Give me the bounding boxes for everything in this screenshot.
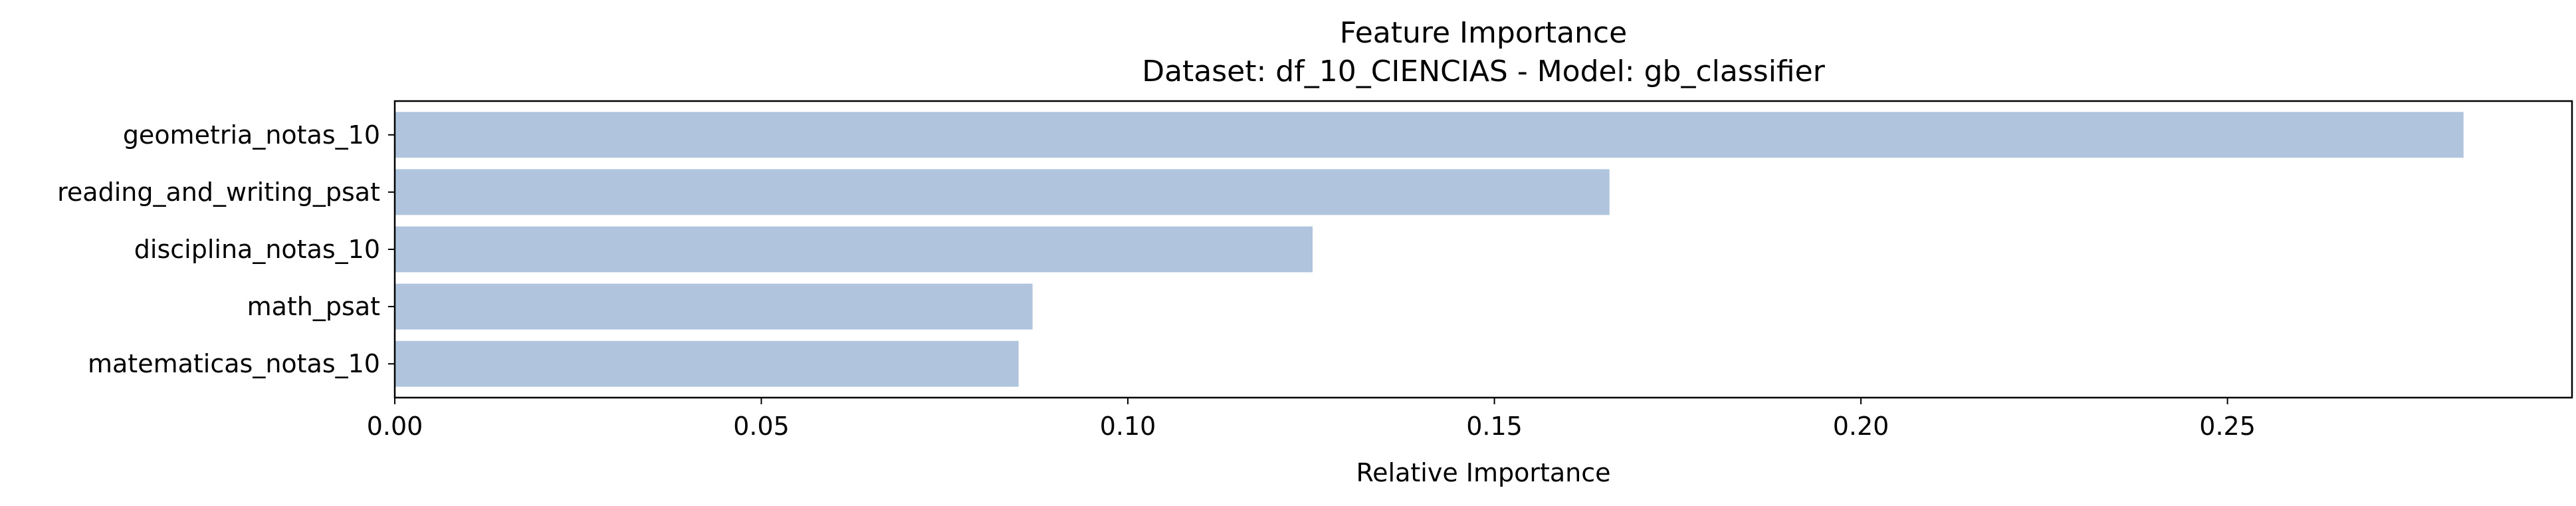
plot-frame: [393, 100, 2573, 399]
bar-disciplina_notas_10: [395, 226, 1313, 273]
bars-group: [395, 112, 2464, 387]
y-tick-labels: geometria_notas_10 reading_and_writing_ps…: [57, 120, 395, 378]
bar-math_psat: [395, 283, 1033, 330]
x-tick-label: 0.25: [2199, 412, 2256, 441]
y-tick-label: reading_and_writing_psat: [57, 178, 380, 207]
x-tick-label: 0.15: [1466, 412, 1523, 441]
x-tick-label: 0.10: [1100, 412, 1156, 441]
y-tick-label: matematicas_notas_10: [88, 349, 380, 378]
bar-geometria_notas_10: [395, 112, 2464, 158]
y-tick-label: geometria_notas_10: [123, 120, 380, 150]
x-tick-label: 0.20: [1833, 412, 1889, 441]
chart-subtitle: Dataset: df_10_CIENCIAS - Model: gb_clas…: [1142, 55, 1826, 88]
y-tick-label: disciplina_notas_10: [134, 235, 380, 264]
bar-reading_and_writing_psat: [395, 169, 1610, 215]
x-tick-label: 0.05: [733, 412, 790, 441]
x-axis-label: Relative Importance: [1356, 458, 1610, 487]
y-tick-label: math_psat: [247, 292, 380, 321]
chart-title: Feature Importance: [1340, 16, 1627, 50]
x-ticks: 0.00 0.05 0.10 0.15 0.20 0.25: [367, 398, 2256, 441]
bar-matematicas_notas_10: [395, 340, 1019, 387]
x-tick-label: 0.00: [367, 412, 423, 441]
